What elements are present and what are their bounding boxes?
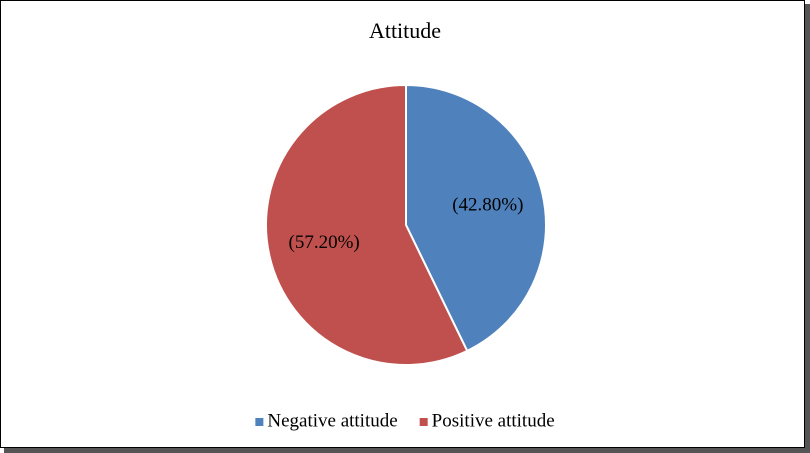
legend: Negative attitude Positive attitude xyxy=(255,410,555,431)
data-label: (57.20%) xyxy=(289,232,360,253)
pie-slice xyxy=(265,83,469,366)
legend-label: Positive attitude xyxy=(432,410,555,431)
data-label: (42.80%) xyxy=(452,195,523,216)
chart-title: Attitude xyxy=(369,18,441,43)
legend-label: Negative attitude xyxy=(267,410,397,431)
legend-swatch xyxy=(419,418,428,426)
pie-slice xyxy=(405,83,547,353)
legend-swatch xyxy=(255,418,264,426)
